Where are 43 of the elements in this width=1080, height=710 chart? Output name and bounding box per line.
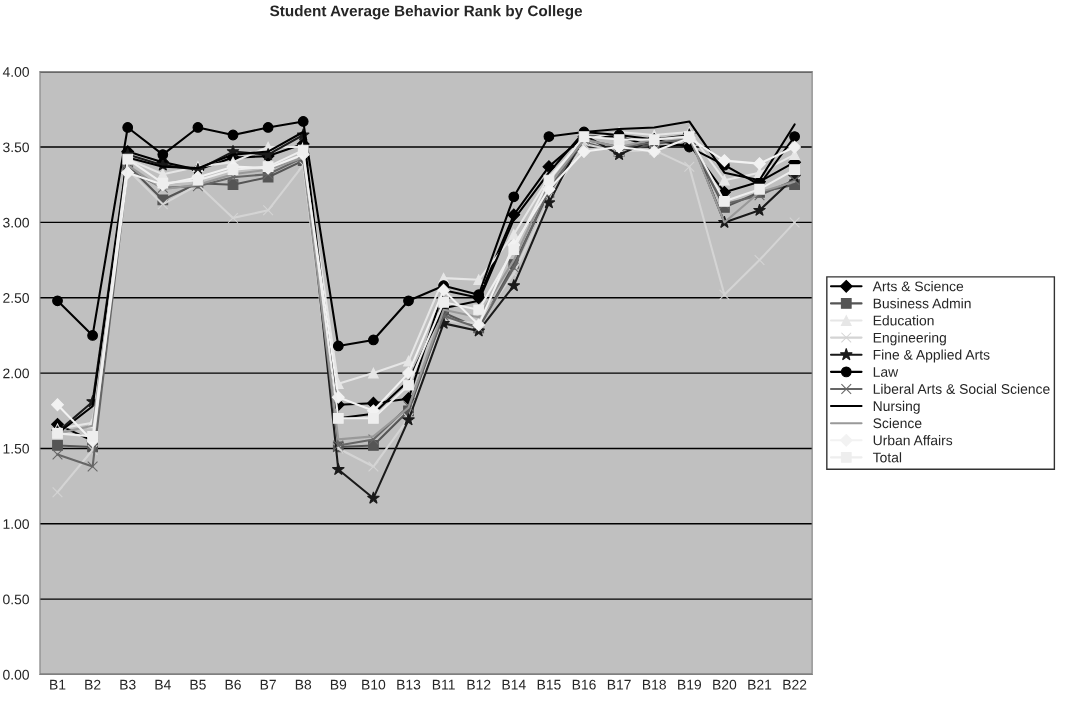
x-tick-label: B15 <box>537 679 561 690</box>
legend-label: Total <box>872 452 902 463</box>
x-tick-label: B10 <box>362 679 386 690</box>
x-tick-label: B6 <box>225 679 241 690</box>
x-tick-label: B19 <box>678 679 702 690</box>
y-tick-label: 3.00 <box>3 217 29 228</box>
y-tick-label: 0.00 <box>3 669 29 680</box>
legend-label: Fine & Applied Arts <box>873 349 990 363</box>
x-tick-label: B13 <box>397 679 421 690</box>
legend-label: Nursing <box>873 400 920 414</box>
legend-label: Arts & Science <box>872 281 964 292</box>
x-tick-label: B20 <box>713 679 737 690</box>
x-tick-label: B9 <box>330 679 347 690</box>
y-tick-label: 4.00 <box>2 67 29 77</box>
legend-label: Business Admin <box>873 298 971 309</box>
legend-label: Liberal Arts & Social Science <box>873 383 1050 394</box>
x-tick-label: B16 <box>572 679 596 690</box>
x-tick-label: B11 <box>432 679 455 690</box>
x-tick-label: B3 <box>120 679 136 690</box>
legend-label: Science <box>873 417 922 429</box>
x-tick-label: B5 <box>190 679 206 690</box>
chart-title: Student Average Behavior Rank by College <box>270 5 583 20</box>
legend-label: Education <box>873 315 934 326</box>
x-tick-label: B22 <box>783 679 807 690</box>
x-tick-label: B12 <box>467 679 491 690</box>
x-tick-label: B8 <box>295 679 312 690</box>
x-tick-label: B7 <box>260 679 276 690</box>
y-tick-label: 0.50 <box>3 594 29 605</box>
y-tick-label: 1.50 <box>3 443 29 454</box>
legend-label: Urban Affairs <box>873 435 953 446</box>
legend-label: Engineering <box>873 332 946 346</box>
y-tick-label: 2.00 <box>3 368 29 379</box>
x-tick-label: B2 <box>85 679 101 690</box>
y-tick-label: 1.00 <box>3 519 29 529</box>
x-tick-label: B1 <box>50 679 66 690</box>
y-tick-label: 2.50 <box>3 293 29 303</box>
x-tick-label: B14 <box>502 679 526 690</box>
x-tick-label: B18 <box>642 679 666 690</box>
y-tick-label: 3.50 <box>3 142 29 153</box>
x-tick-label: B21 <box>748 679 772 690</box>
x-tick-label: B4 <box>155 679 171 690</box>
x-tick-label: B17 <box>607 679 631 690</box>
legend-label: Law <box>873 367 899 377</box>
